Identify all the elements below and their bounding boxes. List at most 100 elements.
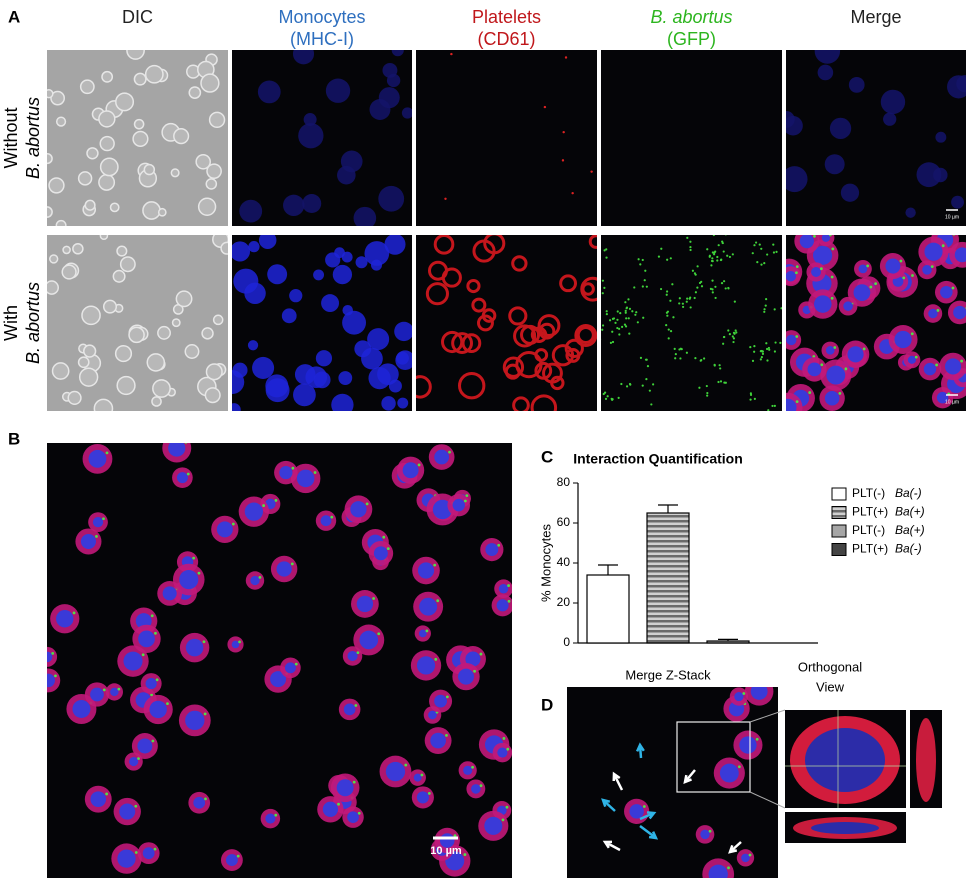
- cell: [248, 241, 260, 253]
- arrow: [639, 825, 659, 840]
- cell: [281, 308, 297, 324]
- dot: [665, 290, 669, 293]
- crosshair: [785, 710, 906, 808]
- dot: [639, 356, 643, 360]
- legend-label: Ba(-): [895, 542, 922, 556]
- cell: [843, 301, 853, 311]
- cell: [441, 267, 462, 288]
- dot: [203, 712, 207, 716]
- dot: [192, 556, 196, 560]
- cell: [197, 197, 217, 216]
- dot: [463, 853, 467, 856]
- dot: [866, 264, 870, 268]
- cell: [750, 687, 768, 700]
- micrograph: [416, 235, 597, 411]
- dot: [714, 296, 717, 300]
- cell: [386, 73, 401, 88]
- cell: [786, 111, 795, 128]
- cell: [378, 185, 405, 212]
- cell: [354, 340, 372, 358]
- dot: [505, 805, 509, 809]
- dot: [372, 597, 376, 600]
- dot: [617, 396, 620, 399]
- dot: [473, 669, 476, 673]
- cell: [195, 153, 212, 170]
- dot: [753, 350, 756, 353]
- dot: [748, 853, 752, 857]
- cell: [559, 274, 578, 293]
- column-title: Platelets: [472, 7, 541, 27]
- dot: [751, 252, 754, 255]
- dot: [628, 307, 632, 310]
- micrograph: [47, 50, 228, 226]
- cell: [233, 268, 259, 294]
- dot: [713, 363, 716, 366]
- cell: [821, 235, 831, 242]
- dot: [759, 358, 762, 361]
- arrow: [683, 769, 696, 785]
- dot: [794, 271, 798, 275]
- cell: [463, 765, 473, 775]
- cell: [336, 779, 354, 797]
- cell: [72, 699, 91, 718]
- dot: [453, 834, 457, 838]
- dot: [634, 313, 637, 316]
- dot: [754, 241, 758, 244]
- dot: [614, 321, 617, 324]
- cell: [325, 252, 341, 268]
- cell: [397, 397, 409, 409]
- dot: [436, 599, 440, 603]
- dot: [686, 236, 689, 239]
- dot: [708, 255, 711, 258]
- dot: [686, 231, 688, 233]
- cell: [78, 367, 99, 387]
- cell: [814, 295, 832, 313]
- dot: [635, 311, 638, 314]
- dot: [717, 244, 720, 247]
- dot: [910, 332, 914, 336]
- dot: [930, 265, 934, 269]
- cell: [258, 235, 277, 249]
- dot: [427, 791, 431, 795]
- dot: [710, 264, 713, 267]
- cell: [880, 89, 906, 115]
- dot: [722, 342, 725, 345]
- dot: [689, 296, 692, 299]
- cell: [515, 350, 543, 379]
- image-background: [601, 235, 782, 411]
- dot: [795, 265, 799, 269]
- dot: [605, 310, 608, 313]
- dot: [231, 522, 235, 526]
- dot: [763, 308, 766, 311]
- dot: [258, 576, 262, 579]
- cell: [293, 383, 316, 407]
- cell: [811, 822, 879, 834]
- cell: [883, 112, 897, 126]
- dot: [637, 258, 640, 261]
- dot: [609, 341, 613, 344]
- dot: [874, 282, 878, 286]
- cell: [80, 533, 96, 549]
- dot: [463, 499, 467, 503]
- cell: [484, 816, 503, 835]
- dot: [417, 463, 421, 467]
- dot: [813, 235, 816, 238]
- cell: [817, 64, 834, 81]
- micrograph: [601, 50, 782, 226]
- cell: [62, 245, 71, 255]
- dot: [951, 286, 955, 290]
- dot: [765, 347, 769, 351]
- cell: [708, 864, 728, 878]
- dot: [666, 258, 669, 261]
- dot: [601, 328, 604, 331]
- cell: [940, 285, 953, 299]
- cell: [220, 241, 228, 255]
- dot: [620, 382, 623, 386]
- dot: [479, 784, 483, 788]
- dot: [728, 333, 731, 336]
- legend-label: PLT(-): [852, 486, 885, 500]
- cell: [580, 276, 597, 302]
- dot: [689, 245, 692, 249]
- dot: [648, 389, 651, 392]
- y-tick-label: 20: [557, 595, 571, 609]
